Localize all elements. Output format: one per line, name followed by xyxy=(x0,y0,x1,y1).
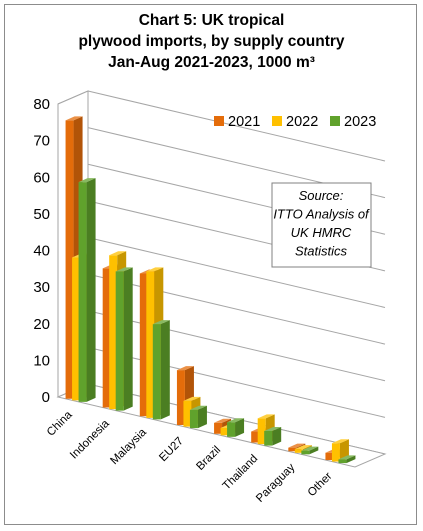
bar xyxy=(338,459,347,464)
bar xyxy=(102,268,111,408)
bar xyxy=(331,443,340,462)
bar xyxy=(146,271,155,418)
gridline xyxy=(87,310,386,382)
legend-swatch xyxy=(330,116,340,126)
bar xyxy=(65,120,74,399)
bar-top xyxy=(227,418,245,423)
y-tick-label: 0 xyxy=(42,389,50,406)
bar-side xyxy=(309,446,319,455)
y-tick-label: 50 xyxy=(33,206,50,223)
bar-side xyxy=(197,405,207,429)
bar xyxy=(288,447,297,452)
category-label: Brazil xyxy=(194,444,223,473)
category-label: EU27 xyxy=(157,435,186,464)
bar-top xyxy=(264,426,282,431)
bar xyxy=(176,370,185,426)
category-label: Indonesia xyxy=(68,417,112,461)
source-text: UK HMRC xyxy=(291,225,352,240)
bar xyxy=(301,450,310,455)
y-tick-label: 20 xyxy=(33,316,50,333)
bar-side xyxy=(346,455,356,464)
bar xyxy=(139,273,148,417)
gridline xyxy=(87,90,386,162)
source-note: Source: ITTO Analysis of UK HMRC Statistics xyxy=(271,182,372,268)
bar-side xyxy=(272,426,282,446)
bar xyxy=(294,449,303,453)
bar-top xyxy=(78,178,96,183)
legend-label: 2023 xyxy=(344,114,376,130)
bar-top xyxy=(189,405,207,410)
y-tick-label: 10 xyxy=(33,352,50,369)
legend-label: 2022 xyxy=(286,114,318,130)
bar xyxy=(214,422,223,434)
bar-top xyxy=(257,414,275,419)
legend-swatch xyxy=(272,116,282,126)
y-tick-label: 70 xyxy=(33,133,50,150)
bar-top xyxy=(331,439,349,444)
gridline xyxy=(87,346,386,418)
bar-top xyxy=(183,396,201,401)
bar-top xyxy=(294,445,312,450)
gridline xyxy=(87,273,386,345)
source-text: ITTO Analysis of xyxy=(273,207,370,222)
bar-side xyxy=(123,267,133,411)
bar-top xyxy=(115,267,133,272)
bar-top xyxy=(146,267,164,272)
source-text: Statistics xyxy=(295,244,348,259)
category-label: Malaysia xyxy=(108,426,149,467)
legend-label: 2021 xyxy=(228,114,260,130)
bar-top xyxy=(338,455,356,460)
bar-top xyxy=(65,116,83,121)
bar xyxy=(115,271,124,411)
bar-top xyxy=(152,320,170,325)
bar xyxy=(189,409,198,429)
gridline xyxy=(87,237,386,308)
bar xyxy=(109,255,118,410)
bar-side xyxy=(235,418,245,437)
bar-top xyxy=(176,366,194,371)
bar xyxy=(227,422,236,437)
bar xyxy=(152,324,161,420)
y-tick-label: 40 xyxy=(33,243,50,260)
legend: 2021 2022 2023 xyxy=(214,114,376,130)
bar-top xyxy=(301,446,319,451)
bar xyxy=(325,452,334,461)
bar-side xyxy=(86,178,96,402)
bar xyxy=(183,400,192,427)
category-label: Thailand xyxy=(221,453,261,493)
bar xyxy=(251,431,260,443)
y-tick-label: 80 xyxy=(33,96,50,113)
category-label: Paraguay xyxy=(254,461,297,504)
y-tick-label: 30 xyxy=(33,279,50,296)
bar-top xyxy=(214,418,232,423)
source-text: Source: xyxy=(299,188,344,203)
bar-top xyxy=(109,251,127,256)
y-tick-label: 60 xyxy=(33,169,50,186)
category-label: Other xyxy=(306,470,335,499)
bar-side xyxy=(160,320,170,420)
bar xyxy=(78,182,87,402)
category-label: China xyxy=(45,409,75,439)
bar xyxy=(220,427,229,436)
bar xyxy=(264,430,273,446)
source-box xyxy=(271,182,372,268)
bar xyxy=(72,257,81,401)
bars xyxy=(65,116,356,464)
legend-swatch xyxy=(214,116,224,126)
bar-top xyxy=(288,443,306,448)
bar xyxy=(257,418,266,445)
chart-title: Chart 5: UK tropical plywood imports, by… xyxy=(78,12,345,71)
